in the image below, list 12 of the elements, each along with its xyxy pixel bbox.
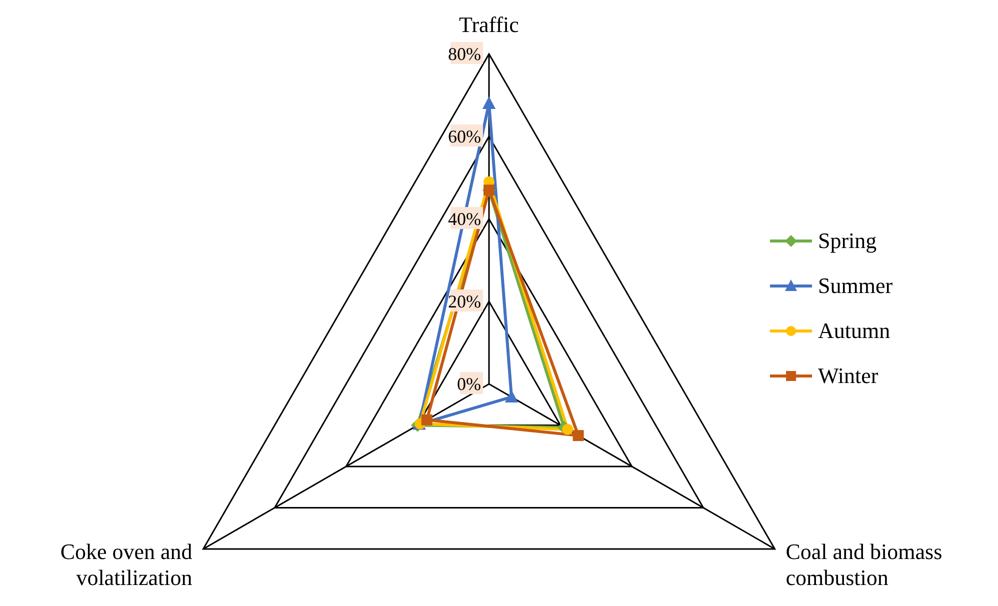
spoke-label: Coal and biomass combustion [786, 539, 942, 590]
y-tick-label: 60% [448, 126, 481, 146]
y-tick-label: 80% [448, 44, 481, 64]
y-tick-label: 40% [448, 209, 481, 229]
legend-label: Autumn [818, 318, 890, 344]
spoke-label: Traffic [459, 12, 520, 37]
spoke-label: Coke oven and volatilization [60, 539, 192, 590]
y-tick-label: 20% [448, 292, 481, 312]
legend-label: Spring [818, 228, 877, 254]
legend-label: Winter [818, 362, 878, 388]
legend-label: Summer [818, 272, 893, 298]
y-tick-label: 0% [457, 374, 481, 394]
